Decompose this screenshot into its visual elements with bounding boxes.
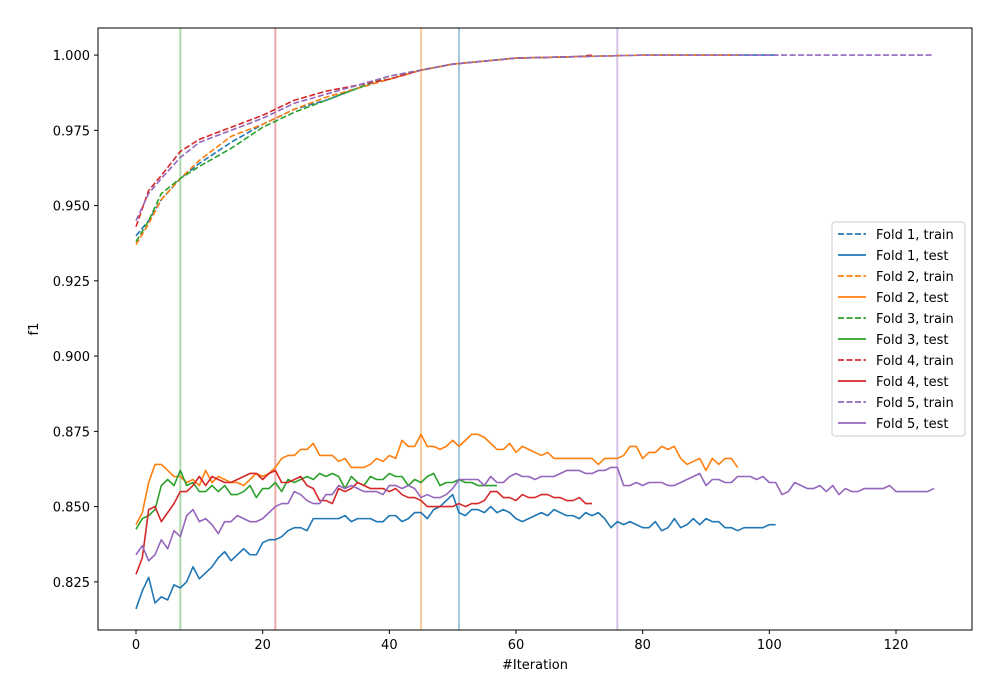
x-tick-label: 100 [757, 638, 782, 653]
legend-label-5: Fold 3, train [876, 312, 954, 327]
vertical-markers [179, 28, 619, 630]
y-tick-label: 0.825 [53, 576, 90, 591]
x-tick-label: 80 [634, 638, 651, 653]
x-tick-label: 20 [254, 638, 271, 653]
y-tick-label: 0.975 [53, 124, 90, 139]
y-tick-label: 0.900 [53, 350, 90, 365]
axes-frame [97, 27, 973, 631]
legend-label-6: Fold 3, test [876, 333, 948, 348]
x-tick-label: 0 [132, 638, 140, 653]
legend-label-9: Fold 5, train [876, 396, 954, 411]
y-axis-label: f1 [27, 323, 42, 336]
series-line-6 [135, 469, 497, 530]
x-tick-label: 120 [884, 638, 909, 653]
series-line-10 [135, 466, 935, 562]
legend-label-1: Fold 1, train [876, 228, 954, 243]
x-axis-ticks: 0 20 40 60 80 100 120 [132, 630, 909, 653]
series-layer [135, 54, 935, 610]
y-tick-label: 0.875 [53, 425, 90, 440]
y-tick-label: 1.000 [53, 49, 90, 64]
legend-label-2: Fold 1, test [876, 249, 948, 264]
series-line-2 [135, 493, 776, 610]
plot-area [97, 27, 973, 631]
x-tick-label: 60 [508, 638, 525, 653]
legend-label-3: Fold 2, train [876, 270, 954, 285]
x-axis-label: #Iteration [502, 658, 568, 673]
legend-label-8: Fold 4, test [876, 375, 948, 390]
series-line-8 [135, 469, 592, 575]
y-tick-label: 0.925 [53, 275, 90, 290]
y-axis-ticks: 0.825 0.850 0.875 0.900 0.925 0.950 0.975 1.000 [53, 49, 98, 591]
y-tick-label: 0.950 [53, 200, 90, 215]
legend-label-4: Fold 2, test [876, 291, 948, 306]
legend: Fold 1, train Fold 1, test Fold 2, train Fo… [831, 221, 966, 437]
y-tick-label: 0.850 [53, 501, 90, 516]
x-tick-label: 40 [381, 638, 398, 653]
legend-label-7: Fold 4, train [876, 354, 954, 369]
series-line-4 [135, 433, 739, 526]
series-line-9 [135, 54, 934, 221]
legend-label-10: Fold 5, test [876, 417, 948, 432]
